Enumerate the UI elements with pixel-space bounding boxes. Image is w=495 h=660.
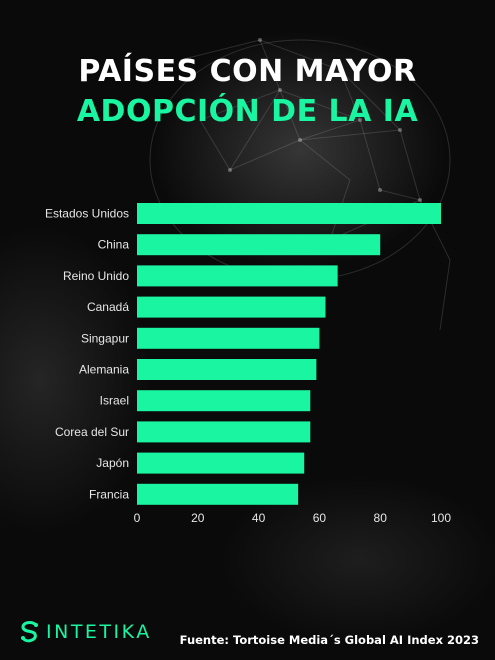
bar-3 bbox=[137, 296, 326, 318]
x-tick-label: 0 bbox=[134, 511, 141, 525]
bar-8 bbox=[137, 452, 305, 474]
x-tick-label: 60 bbox=[313, 511, 327, 525]
x-tick-label: 100 bbox=[431, 511, 451, 525]
category-label: Reino Unido bbox=[63, 269, 129, 283]
brand: INTETIKA bbox=[20, 620, 152, 644]
sintetika-logo-icon bbox=[21, 621, 38, 643]
bar-5 bbox=[137, 359, 317, 380]
bar-0 bbox=[137, 203, 441, 224]
category-label: Japón bbox=[96, 456, 129, 470]
category-label: Estados Unidos bbox=[45, 207, 129, 221]
bar-2 bbox=[137, 265, 338, 287]
x-tick-label: 20 bbox=[191, 511, 205, 525]
category-label: China bbox=[98, 238, 130, 252]
bar-4 bbox=[137, 327, 320, 349]
brand-name: INTETIKA bbox=[46, 621, 152, 643]
category-label: Alemania bbox=[79, 363, 129, 377]
title-line-1: PAÍSES CON MAYOR bbox=[78, 54, 417, 89]
category-label: Francia bbox=[89, 487, 129, 501]
bar-7 bbox=[137, 421, 311, 443]
category-label: Canadá bbox=[87, 300, 129, 314]
category-label: Singapur bbox=[81, 331, 129, 345]
category-label: Israel bbox=[100, 394, 129, 408]
bar-6 bbox=[137, 390, 311, 412]
x-tick-label: 80 bbox=[374, 511, 388, 525]
bar-chart: Estados Unidos China Reino Unido Canadá Sing… bbox=[45, 203, 451, 525]
x-tick-label: 40 bbox=[252, 511, 266, 525]
source-note: Fuente: Tortoise Media´s Global AI Index… bbox=[179, 633, 479, 647]
bar-1 bbox=[137, 234, 381, 256]
title-line-2: ADOPCIÓN DE LA IA bbox=[76, 94, 419, 129]
category-label: Corea del Sur bbox=[55, 425, 129, 439]
bar-9 bbox=[137, 483, 299, 505]
